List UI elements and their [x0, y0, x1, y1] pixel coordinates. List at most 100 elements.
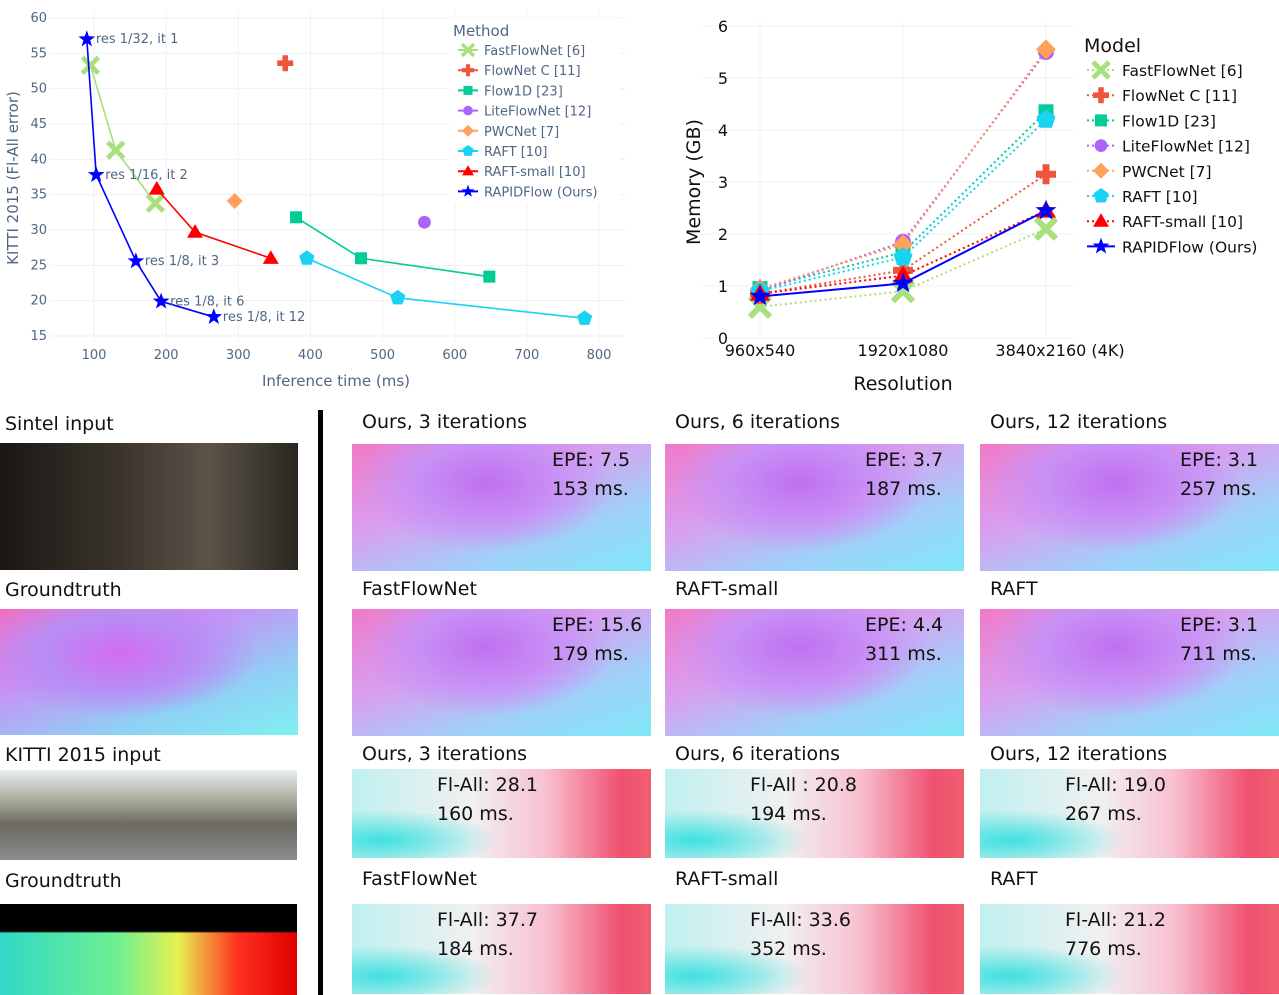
x-tick-label: 300	[226, 348, 251, 363]
time-value: 776 ms.	[1065, 938, 1142, 960]
chart-background	[450, 18, 620, 203]
y-tick-label: 1	[718, 277, 728, 296]
data-point	[226, 193, 243, 210]
flow-result-image: EPE: 3.7 187 ms.	[665, 444, 964, 571]
legend-label: Flow1D [23]	[484, 84, 563, 99]
legend-marker	[1091, 60, 1111, 80]
flow-result-image: EPE: 4.4 311 ms.	[665, 609, 964, 736]
legend-title: Model	[1084, 35, 1141, 57]
flow-result-image: Fl-All: 21.2 776 ms.	[980, 904, 1279, 994]
point-label: res 1/8, it 6	[170, 294, 244, 309]
y-tick-label: 45	[30, 117, 47, 132]
panel-title: Ours, 12 iterations	[990, 411, 1168, 433]
legend-marker	[1093, 188, 1109, 203]
x-tick-label: 960x540	[725, 341, 796, 360]
y-tick-label: 55	[30, 46, 47, 61]
label-sintel-input: Sintel input	[5, 413, 114, 435]
x-tick-label: 500	[370, 348, 395, 363]
flow-result-image: Fl-All: 19.0 267 ms.	[980, 769, 1279, 858]
y-tick-label: 35	[30, 188, 47, 203]
data-point	[483, 270, 496, 283]
label-sintel-gt: Groundtruth	[5, 579, 122, 601]
panel-title: RAFT	[990, 578, 1038, 600]
data-point	[127, 252, 145, 269]
data-point	[262, 250, 279, 264]
y-tick-label: 5	[718, 69, 728, 88]
flow-result-image: Fl-All: 33.6 352 ms.	[665, 904, 964, 994]
data-point	[290, 211, 303, 224]
y-tick-label: 20	[30, 294, 47, 309]
data-point	[1033, 216, 1059, 241]
x-axis-label: Resolution	[853, 373, 952, 395]
legend-marker	[1093, 162, 1109, 179]
legend-label: FastFlowNet [6]	[484, 44, 585, 59]
y-axis-label: KITTI 2015 (Fl-All error)	[4, 91, 22, 265]
flow-result-image: EPE: 3.1 257 ms.	[980, 444, 1279, 571]
data-point	[148, 181, 165, 195]
time-value: 179 ms.	[552, 643, 629, 665]
data-point	[1035, 199, 1057, 220]
legend-marker	[1094, 139, 1108, 153]
metric-value: Fl-All: 21.2	[1065, 909, 1166, 931]
data-point	[80, 55, 101, 76]
panel-title: Ours, 6 iterations	[675, 743, 841, 765]
time-value: 311 ms.	[865, 643, 942, 665]
data-point	[893, 234, 913, 255]
metric-value: EPE: 3.1	[1180, 449, 1259, 471]
data-point	[299, 250, 315, 265]
panel-title: FastFlowNet	[362, 868, 477, 890]
legend-label: LiteFlowNet [12]	[1122, 138, 1250, 156]
time-value: 160 ms.	[437, 803, 514, 825]
y-tick-label: 0	[718, 329, 728, 348]
legend-marker	[463, 105, 473, 116]
x-tick-label: 3840x2160 (4K)	[995, 341, 1124, 360]
panel-title: FastFlowNet	[362, 578, 477, 600]
data-point	[277, 55, 294, 72]
data-point	[390, 289, 406, 305]
panel-title: RAFT-small	[675, 868, 779, 890]
x-tick-label: 700	[514, 348, 539, 363]
metric-value: EPE: 4.4	[865, 614, 944, 636]
legend-label: FlowNet C [11]	[1122, 87, 1237, 105]
legend-label: PWCNet [7]	[484, 125, 559, 140]
label-kitti-gt: Groundtruth	[5, 870, 122, 892]
legend-marker	[1093, 87, 1109, 104]
data-point	[1036, 39, 1056, 60]
x-tick-label: 1920x1080	[858, 341, 949, 360]
x-tick-label: 800	[587, 348, 612, 363]
point-label: res 1/8, it 12	[223, 310, 306, 325]
legend-marker	[462, 145, 474, 156]
legend-label: PWCNet [7]	[1122, 163, 1212, 181]
data-point	[418, 215, 431, 229]
x-axis-label: Inference time (ms)	[262, 372, 410, 390]
legend-label: LiteFlowNet [12]	[484, 105, 591, 120]
data-point	[78, 30, 96, 47]
legend-label: FlowNet C [11]	[484, 64, 581, 79]
legend-marker	[462, 124, 474, 137]
kitti-gt-image	[0, 904, 297, 995]
data-point	[1036, 109, 1056, 128]
panel-title: Ours, 12 iterations	[990, 743, 1168, 765]
panel-title: RAFT-small	[675, 578, 779, 600]
legend-label: RAPIDFlow (Ours)	[484, 185, 598, 200]
data-point	[152, 292, 170, 309]
legend-marker	[1093, 213, 1109, 227]
point-label: res 1/16, it 2	[105, 168, 188, 183]
data-point	[354, 252, 367, 265]
legend-marker	[1095, 114, 1107, 127]
x-tick-label: 600	[442, 348, 467, 363]
flow-result-image: Fl-All: 28.1 160 ms.	[352, 769, 651, 858]
x-tick-label: 200	[154, 348, 179, 363]
legend-title: Method	[453, 22, 509, 40]
time-value: 711 ms.	[1180, 643, 1257, 665]
panel-title: Ours, 3 iterations	[362, 411, 528, 433]
legend-label: RAFT [10]	[484, 145, 547, 160]
series-line	[759, 48, 1047, 290]
panel-title: RAFT	[990, 868, 1038, 890]
data-point	[893, 247, 913, 266]
time-value: 184 ms.	[437, 938, 514, 960]
time-value: 267 ms.	[1065, 803, 1142, 825]
label-kitti-input: KITTI 2015 input	[5, 744, 161, 766]
time-value: 153 ms.	[552, 478, 629, 500]
